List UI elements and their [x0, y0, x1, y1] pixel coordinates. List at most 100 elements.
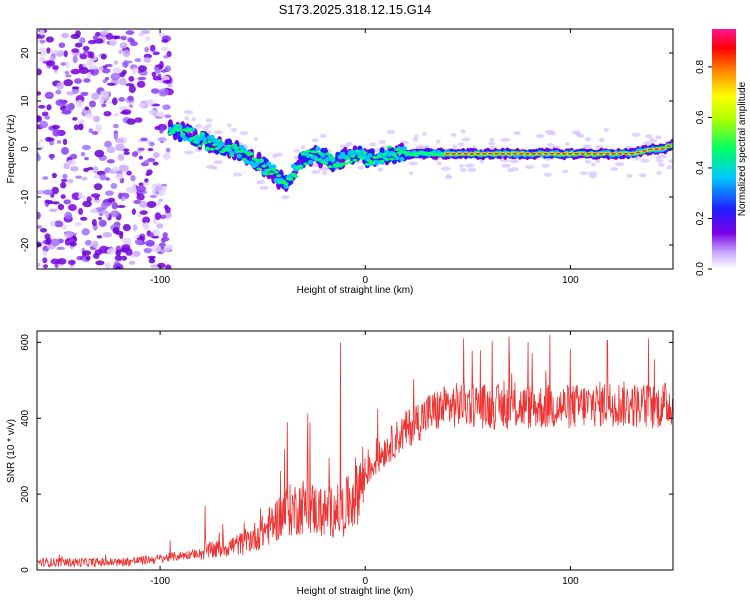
noise-blob: [207, 129, 212, 134]
noise-blob: [105, 32, 113, 40]
noise-blob: [39, 39, 46, 44]
noise-blob: [81, 144, 91, 151]
ridge-blob: [209, 147, 215, 151]
y-tick-label: 10: [20, 95, 31, 107]
noise-blob: [163, 55, 169, 59]
noise-blob: [91, 219, 97, 226]
noise-blob: [408, 171, 414, 176]
ridge-blob: [256, 167, 262, 171]
noise-blob: [44, 199, 53, 204]
noise-blob: [541, 163, 550, 168]
noise-blob: [37, 142, 41, 146]
ridge-blob: [293, 175, 299, 178]
noise-blob: [95, 260, 105, 266]
noise-blob: [293, 155, 300, 160]
noise-blob: [58, 42, 66, 48]
noise-blob: [133, 200, 141, 204]
noise-blob: [206, 123, 213, 128]
noise-blob: [81, 176, 88, 181]
noise-blob: [62, 173, 68, 180]
noise-blob: [64, 70, 70, 75]
noise-blob: [459, 163, 464, 168]
noise-blob: [599, 138, 605, 143]
ridge-blob: [288, 177, 294, 181]
noise-blob: [164, 114, 172, 118]
noise-blob: [611, 167, 618, 172]
ridge-blob: [359, 156, 365, 160]
ridge-blob: [327, 165, 333, 169]
noise-blob: [149, 232, 154, 238]
noise-blob: [60, 194, 66, 200]
noise-blob: [98, 31, 109, 36]
ridge-blob: [276, 174, 282, 178]
colorbar-tick-label: 0.2: [695, 211, 706, 225]
noise-blob: [37, 154, 41, 162]
noise-blob: [112, 67, 122, 74]
noise-blob: [116, 205, 126, 208]
ridge-blob: [175, 123, 181, 127]
ridge-blob: [330, 156, 336, 160]
noise-blob: [131, 182, 136, 191]
noise-blob: [73, 124, 79, 131]
ridge-blob: [197, 144, 203, 148]
ridge-blob: [229, 154, 235, 157]
noise-blob: [162, 232, 168, 238]
noise-blob: [110, 72, 121, 81]
ridge-blob: [308, 153, 314, 157]
ridge-blob: [187, 127, 193, 131]
ridge-blob: [369, 148, 375, 155]
noise-blob: [631, 132, 641, 137]
noise-blob: [87, 51, 93, 58]
snr-y-label: SNR (10 * v/v): [6, 419, 17, 483]
ridge-blob: [347, 160, 353, 164]
noise-blob: [68, 259, 76, 265]
noise-blob: [123, 151, 130, 155]
noise-blob: [101, 201, 108, 210]
noise-blob: [83, 78, 91, 83]
ridge-blob: [303, 162, 309, 166]
noise-blob: [638, 173, 647, 178]
noise-blob: [71, 48, 80, 53]
noise-blob: [50, 238, 60, 247]
noise-blob: [582, 144, 592, 149]
noise-blob: [167, 83, 173, 88]
noise-blob: [412, 137, 419, 142]
snr-panel: -100 0 100 0 200 400 600 Height of straight l…: [6, 330, 674, 597]
noise-blob: [525, 165, 535, 169]
noise-blob: [39, 29, 45, 36]
noise-blob: [47, 137, 55, 142]
ridge-blob: [641, 150, 647, 152]
noise-blob: [72, 55, 78, 64]
ridge-blob: [389, 157, 395, 161]
noise-blob: [42, 257, 48, 264]
ridge-blob: [204, 146, 210, 150]
noise-blob: [205, 118, 213, 123]
noise-blob: [105, 190, 114, 196]
noise-blob: [51, 172, 58, 179]
noise-blob: [128, 260, 136, 265]
ridge-blob: [212, 143, 218, 147]
noise-blob: [161, 237, 166, 243]
noise-blob: [89, 67, 100, 76]
noise-blob: [146, 201, 157, 208]
noise-blob: [106, 248, 115, 255]
noise-blob: [42, 176, 49, 180]
noise-blob: [46, 104, 52, 111]
noise-blob: [137, 147, 145, 152]
noise-blob: [136, 185, 147, 193]
ridge-blob: [377, 155, 383, 159]
noise-blob: [183, 110, 194, 115]
ridge-blob: [481, 152, 487, 155]
ridge-blob: [325, 152, 331, 156]
noise-blob: [205, 164, 215, 169]
noise-blob: [93, 183, 103, 191]
noise-blob: [105, 177, 110, 181]
noise-blob: [133, 250, 141, 257]
noise-blob: [281, 195, 290, 200]
noise-blob: [386, 129, 396, 134]
noise-blob: [226, 123, 232, 128]
colorbar-gradient: [712, 29, 736, 269]
noise-blob: [50, 258, 61, 265]
noise-blob: [126, 170, 132, 176]
noise-blob: [136, 80, 146, 88]
